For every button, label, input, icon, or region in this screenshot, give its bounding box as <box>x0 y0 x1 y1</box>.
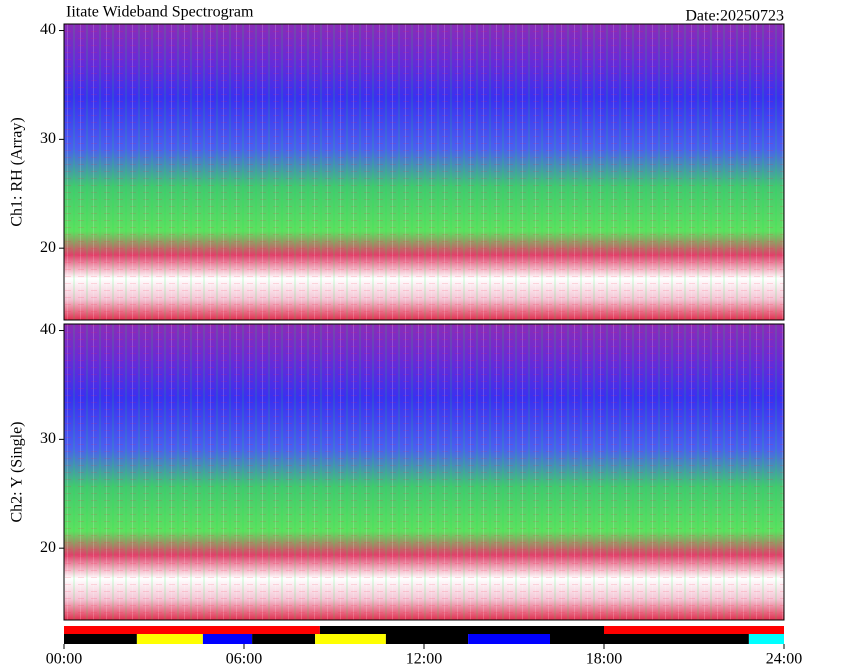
status-segment <box>252 634 316 644</box>
status-segment <box>64 626 320 634</box>
status-segment <box>604 626 784 634</box>
y-tick-label: 20 <box>40 539 56 556</box>
y-tick-label: 30 <box>40 130 56 147</box>
x-tick-label: 24:00 <box>766 651 802 668</box>
spectrogram-texture <box>64 324 784 620</box>
plot-frame <box>63 23 785 321</box>
plot-frame <box>63 323 785 621</box>
y-tick-label: 20 <box>40 239 56 256</box>
y-axis-label: Ch2: Y (Single) <box>9 421 26 522</box>
date-label: Date:20250723 <box>685 8 784 25</box>
status-segment <box>202 634 253 644</box>
x-tick-label: 18:00 <box>586 651 622 668</box>
status-segment <box>319 626 604 634</box>
status-segment <box>315 634 386 644</box>
spectrogram-texture <box>64 24 784 320</box>
x-tick-label: 06:00 <box>226 651 262 668</box>
y-tick-label: 40 <box>40 21 56 38</box>
x-tick-label: 12:00 <box>406 651 442 668</box>
x-tick-label: 00:00 <box>46 651 82 668</box>
y-tick-label: 40 <box>40 321 56 338</box>
status-segment <box>64 634 137 644</box>
status-segment <box>385 634 469 644</box>
y-tick-label: 30 <box>40 430 56 447</box>
y-axis-label: Ch1: RH (Array) <box>9 117 26 226</box>
status-segment <box>550 634 749 644</box>
status-segment <box>748 634 784 644</box>
status-segment <box>136 634 203 644</box>
chart-title: Iitate Wideband Spectrogram <box>66 4 254 21</box>
status-segment <box>468 634 550 644</box>
